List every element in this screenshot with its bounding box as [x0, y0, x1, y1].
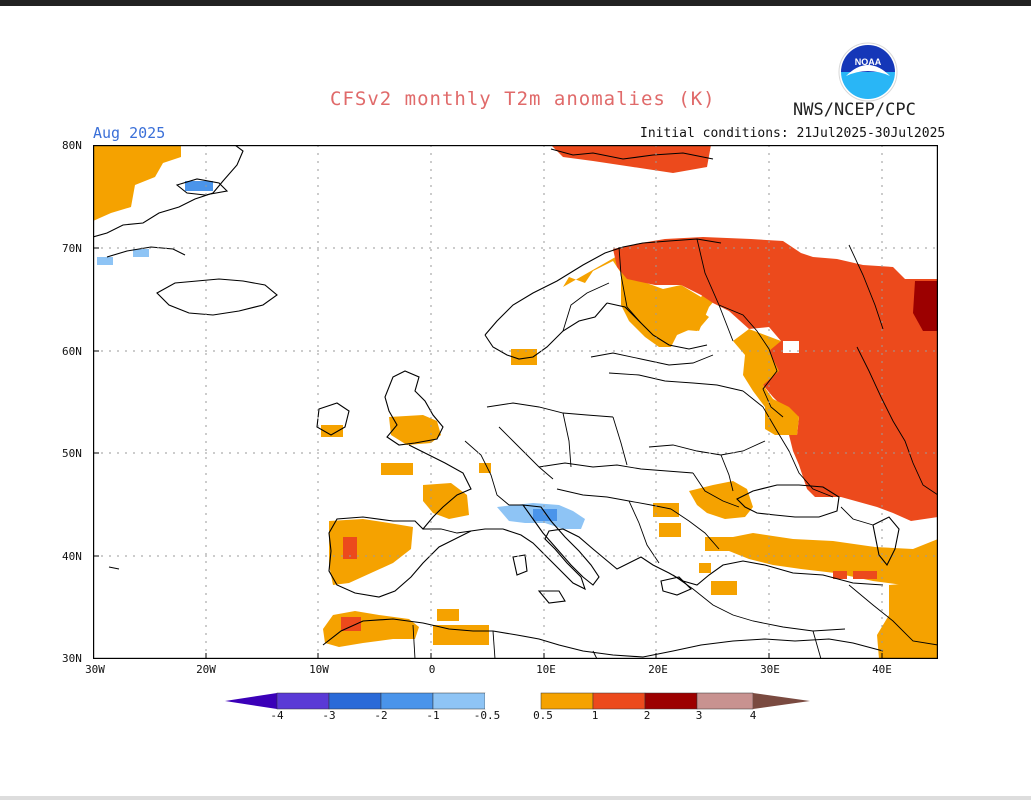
- bottom-frame-bar: [0, 796, 1031, 800]
- colorbar-arrow-right: [753, 693, 810, 709]
- lat-label-70n: 70N: [62, 242, 82, 255]
- anomaly-region-greenland: [93, 145, 181, 221]
- anomaly-region-turkey: [713, 533, 938, 585]
- lat-label-40n: 40N: [62, 550, 82, 563]
- colorbar-bin-6: [540, 692, 594, 710]
- lon-label-20e: 20E: [648, 663, 668, 676]
- top-frame-bar: [0, 0, 1031, 6]
- coastline-uk: [384, 370, 444, 446]
- anomaly-region-russia-orange: [733, 329, 799, 435]
- coastline-caspian: [872, 516, 900, 567]
- colorbar-bin-7: [592, 692, 646, 710]
- colorbar-arrow-left: [225, 693, 277, 709]
- agency-label: NWS/NCEP/CPC: [793, 100, 916, 120]
- lat-label-60n: 60N: [62, 345, 82, 358]
- colorbar-bin-5: [485, 693, 541, 709]
- lon-label-10w: 10W: [309, 663, 329, 676]
- colorbar-bin-8: [644, 692, 698, 710]
- colorbar-tick-p4: 4: [749, 709, 757, 722]
- colorbar-tick-m2: -2: [374, 709, 388, 722]
- colorbar-bin-9: [696, 692, 754, 710]
- map-ticks: [93, 247, 883, 659]
- map-frame: [93, 145, 938, 659]
- lon-label-40e: 40E: [872, 663, 892, 676]
- colorbar-tick-p05: 0.5: [533, 709, 553, 722]
- coastline-ireland: [316, 402, 350, 436]
- anomaly-region-greenland-cool: [185, 181, 213, 191]
- lon-label-20w: 20W: [196, 663, 216, 676]
- lat-label-50n: 50N: [62, 447, 82, 460]
- anomaly-region-greenland-south: [97, 257, 113, 265]
- colorbar-bin-2: [328, 692, 382, 710]
- colorbar-tick-p2: 2: [643, 709, 651, 722]
- anomaly-region-iberia: [329, 519, 413, 585]
- logo-lettering: NOAA: [855, 57, 882, 67]
- colorbar-bin-1: [276, 692, 330, 710]
- colorbar-tick-m3: -3: [322, 709, 336, 722]
- colorbar-tick-p1: 1: [591, 709, 599, 722]
- colorbar: [225, 692, 810, 710]
- anomaly-region-russia-red: [613, 237, 938, 521]
- noaa-logo-icon: NOAA: [838, 42, 898, 102]
- anomaly-map: [93, 145, 938, 659]
- anomaly-region-svalbard: [551, 145, 711, 173]
- colorbar-tick-p3: 3: [695, 709, 703, 722]
- anomaly-region-middle-east: [877, 581, 938, 659]
- lon-label-10e: 10E: [536, 663, 556, 676]
- colorbar-bin-3: [380, 692, 434, 710]
- colorbar-tick-m1: -1: [426, 709, 440, 722]
- anomaly-region-russia-darkred: [913, 281, 938, 331]
- map-title: CFSv2 monthly T2m anomalies (K): [330, 88, 716, 110]
- colorbar-tick-m05: -0.5: [473, 709, 501, 722]
- coastlines: [93, 145, 900, 658]
- graticule: [93, 145, 938, 659]
- forecast-month: Aug 2025: [93, 124, 166, 142]
- anomaly-shading: [93, 145, 938, 659]
- lat-label-30n: 30N: [62, 652, 82, 665]
- colorbar-bin-4: [432, 692, 486, 710]
- country-borders: [412, 238, 938, 659]
- coastline-italy: [521, 504, 600, 586]
- colorbar-tick-m4: -4: [270, 709, 284, 722]
- anomaly-region-uk: [389, 415, 441, 445]
- anomaly-region-north-africa: [323, 611, 419, 647]
- coastline-scandinavia: [484, 238, 722, 336]
- lat-label-80n: 80N: [62, 139, 82, 152]
- coastline-iceland: [156, 278, 278, 316]
- anomaly-region-france: [423, 483, 469, 519]
- lon-label-30w: 30W: [85, 663, 105, 676]
- initial-conditions: Initial conditions: 21Jul2025-30Jul2025: [640, 126, 946, 141]
- lon-label-30e: 30E: [760, 663, 780, 676]
- lon-label-0: 0: [428, 663, 436, 676]
- coastline-black-sea: [736, 484, 840, 518]
- coastline-north-africa: [322, 618, 884, 658]
